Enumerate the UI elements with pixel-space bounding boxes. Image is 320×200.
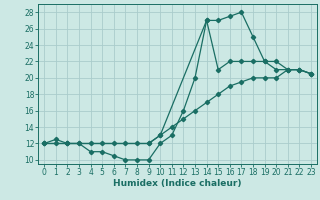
X-axis label: Humidex (Indice chaleur): Humidex (Indice chaleur) [113,179,242,188]
